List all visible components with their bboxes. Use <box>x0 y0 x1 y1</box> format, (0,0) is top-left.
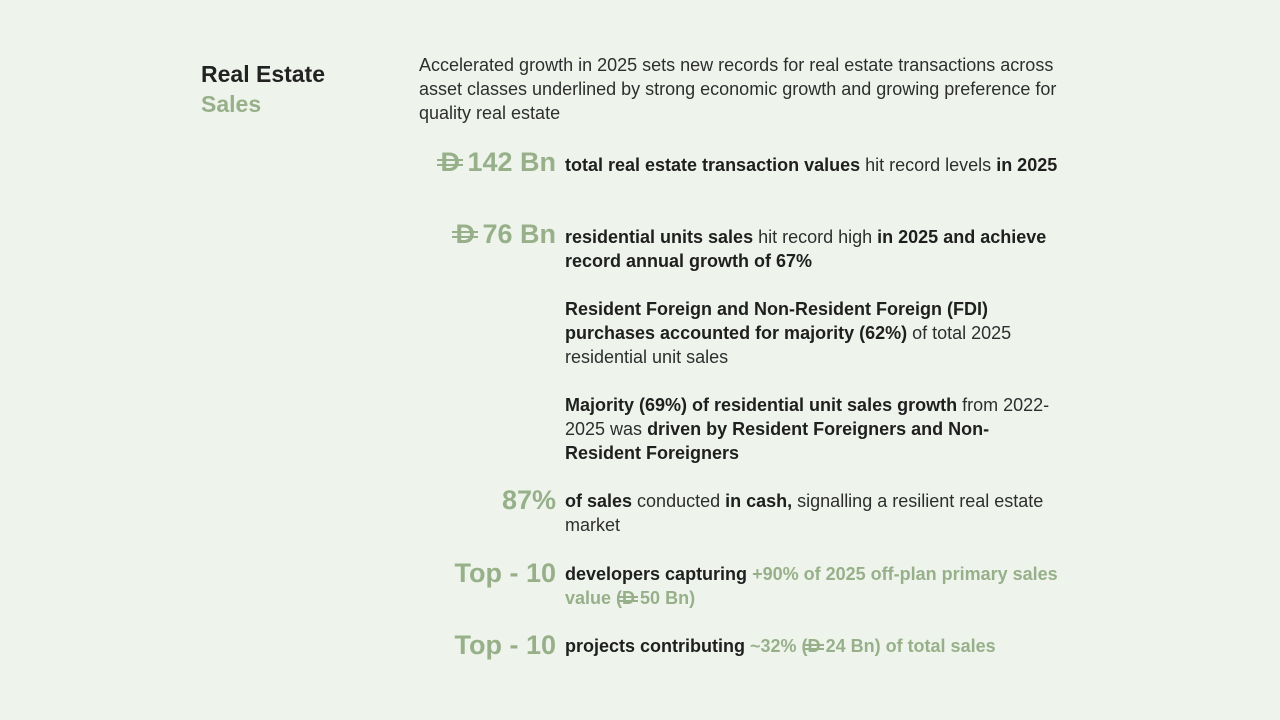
stat-text-bold: developers capturing <box>565 564 748 584</box>
stat-value: Top - 10 <box>454 558 556 588</box>
stat-text-highlight: ~32% ( <box>745 636 808 656</box>
stat-figure: D 76 Bn <box>400 219 556 249</box>
stat-text: signalling a resilient real estate marke… <box>565 491 1044 535</box>
stat-text-bold: driven by Resident Foreigners and Non-Re… <box>565 419 990 463</box>
stat-text-highlight: 24 Bn) of total sales <box>825 636 996 656</box>
stat-residential-sales: D 76 Bn residential units sales hit reco… <box>400 219 1080 273</box>
section-title-line1: Real Estate <box>201 61 326 87</box>
stat-text: hit record high <box>753 227 878 247</box>
dirham-currency-icon: D <box>619 588 639 608</box>
stat-value: 142 Bn <box>467 147 556 177</box>
stat-text-bold: Resident Foreign and Non-Resident Foreig… <box>565 299 988 343</box>
stat-text: hit record levels <box>860 155 997 175</box>
dirham-currency-icon: D <box>804 636 824 656</box>
section-title-line2: Sales <box>201 91 262 117</box>
stat-figure: Top - 10 <box>400 558 556 588</box>
stat-description: total real estate transaction values hit… <box>565 153 1065 177</box>
stat-top-developers: Top - 10 developers capturing +90% of 20… <box>400 558 1080 610</box>
stat-text-bold: total real estate transaction values <box>565 155 861 175</box>
dirham-currency-icon: D <box>437 147 463 177</box>
section-title: Real Estate Sales <box>201 59 325 119</box>
stat-text-bold: in 2025 <box>996 155 1058 175</box>
stat-text-bold: in 2025 and achieve record annual growth… <box>565 227 1047 271</box>
stat-description: Majority (69%) of residential unit sales… <box>565 393 1065 465</box>
stat-description: Resident Foreign and Non-Resident Foreig… <box>565 297 1065 369</box>
stat-text: conducted <box>632 491 726 511</box>
stat-sales-growth: Majority (69%) of residential unit sales… <box>400 393 1080 465</box>
stat-fdi-purchases: Resident Foreign and Non-Resident Foreig… <box>400 297 1080 369</box>
stat-text: from 2022-2025 was <box>565 395 1050 439</box>
stat-description: developers capturing +90% of 2025 off-pl… <box>565 562 1065 610</box>
stat-top-projects: Top - 10 projects contributing ~32% (D 2… <box>400 630 1080 660</box>
stat-text-highlight: 50 Bn) <box>640 588 696 608</box>
dirham-currency-icon: D <box>452 219 478 249</box>
stat-figure: D 142 Bn <box>400 147 556 177</box>
stat-text-highlight: +90% of 2025 off-plan primary sales valu… <box>565 564 1058 608</box>
stat-text-bold: Majority (69%) of residential unit sales… <box>565 395 958 415</box>
stat-value: 76 Bn <box>482 219 556 249</box>
stat-value: 87% <box>501 485 556 515</box>
stat-text-bold: in cash, <box>725 491 793 511</box>
stat-text-bold: residential units sales <box>565 227 754 247</box>
stat-text-bold: of sales <box>565 491 633 511</box>
stat-cash-sales: 87% of sales conducted in cash, signalli… <box>400 485 1080 537</box>
stat-text: of total 2025 residential unit sales <box>565 323 1012 367</box>
stat-description: projects contributing ~32% (D 24 Bn) of … <box>565 634 1065 658</box>
stat-figure: Top - 10 <box>400 630 556 660</box>
stat-value: Top - 10 <box>454 630 556 660</box>
stat-description: of sales conducted in cash, signalling a… <box>565 489 1065 537</box>
stat-text-bold: projects contributing <box>565 636 745 656</box>
stat-total-transactions: D 142 Bn total real estate transaction v… <box>400 147 1080 177</box>
stat-description: residential units sales hit record high … <box>565 225 1065 273</box>
stat-figure: 87% <box>400 485 556 515</box>
intro-paragraph: Accelerated growth in 2025 sets new reco… <box>419 55 1057 123</box>
